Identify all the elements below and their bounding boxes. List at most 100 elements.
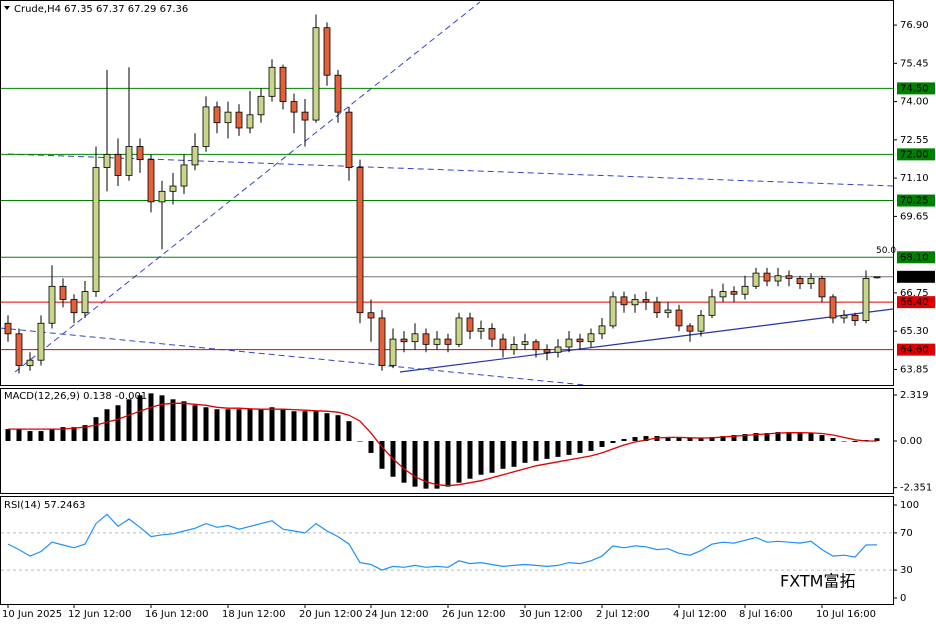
y-tick-label: 70 bbox=[900, 528, 913, 539]
level-label: 72.00 bbox=[900, 149, 929, 160]
candle-body bbox=[323, 27, 331, 76]
rsi-line bbox=[7, 513, 878, 571]
candle-body bbox=[213, 106, 221, 124]
trendline bbox=[0, 327, 586, 386]
y-tick-label: 0.00 bbox=[900, 436, 922, 447]
candle-body bbox=[554, 346, 562, 353]
candle-body bbox=[169, 185, 177, 192]
candle-body bbox=[796, 277, 804, 285]
macd-bar bbox=[456, 440, 462, 483]
y-tick-label: 65.30 bbox=[900, 326, 929, 337]
level-label-box bbox=[897, 270, 935, 283]
macd-bar bbox=[764, 433, 770, 441]
macd-bar bbox=[302, 411, 308, 441]
candle-body bbox=[631, 299, 639, 306]
macd-bar bbox=[544, 440, 550, 459]
trendlines bbox=[0, 1, 894, 386]
macd-bar bbox=[720, 436, 726, 441]
level-label: 67.36 bbox=[900, 272, 929, 283]
candle-body bbox=[125, 146, 133, 176]
level-label: 68.10 bbox=[900, 252, 929, 263]
candle-body bbox=[312, 27, 320, 121]
candle-body bbox=[246, 114, 254, 129]
candle-body bbox=[741, 285, 749, 295]
menu-arrow bbox=[4, 6, 10, 10]
candle-body bbox=[444, 338, 452, 345]
candle-body bbox=[367, 312, 375, 319]
candle-body bbox=[301, 111, 309, 121]
macd-bar bbox=[786, 432, 792, 441]
trendline bbox=[399, 308, 894, 373]
x-tick-label: 30 Jun 12:00 bbox=[519, 609, 583, 620]
macd-bar bbox=[214, 409, 220, 441]
candle-body bbox=[15, 333, 23, 366]
macd-bar bbox=[533, 440, 539, 461]
macd-bar bbox=[170, 399, 176, 441]
signal-line bbox=[8, 402, 877, 487]
macd-bar bbox=[38, 431, 44, 441]
candle-body bbox=[752, 272, 760, 287]
macd-bar bbox=[731, 435, 737, 441]
candle-body bbox=[400, 338, 408, 343]
candle-body bbox=[774, 275, 782, 282]
candle-body bbox=[422, 333, 430, 345]
candle-body bbox=[708, 296, 716, 316]
macd-bar bbox=[676, 437, 682, 441]
macd-bar bbox=[775, 432, 781, 441]
candle-body bbox=[609, 296, 617, 327]
macd-bar bbox=[478, 440, 484, 475]
candle-body bbox=[851, 314, 859, 322]
trendline bbox=[14, 1, 481, 373]
macd-bar bbox=[368, 440, 374, 453]
macd-bar bbox=[621, 439, 627, 441]
macd-bar bbox=[335, 415, 341, 441]
macd-bar bbox=[698, 438, 704, 441]
candle-body bbox=[763, 272, 771, 282]
macd-bar bbox=[599, 440, 605, 447]
level-label-box bbox=[897, 194, 935, 207]
macd-bar bbox=[71, 427, 77, 441]
candle-body bbox=[37, 322, 45, 361]
candle-body bbox=[433, 338, 441, 345]
candle-body bbox=[598, 325, 606, 335]
macd-bar bbox=[753, 433, 759, 441]
candle-body bbox=[81, 291, 89, 314]
macd-bar bbox=[588, 440, 594, 451]
candle-body bbox=[147, 159, 155, 203]
candle-body bbox=[455, 317, 463, 345]
candle-body bbox=[59, 285, 67, 300]
x-tick-label: 18 Jun 12:00 bbox=[222, 609, 286, 620]
level-label-box bbox=[897, 148, 935, 161]
candle-body bbox=[653, 301, 661, 314]
macd-title: MACD(12,26,9) 0.138 -0.001 bbox=[4, 391, 147, 402]
candle-body bbox=[862, 277, 870, 322]
level-label: 70.25 bbox=[900, 196, 929, 207]
macd-bar bbox=[610, 440, 616, 443]
candle-body bbox=[279, 66, 287, 102]
candle-body bbox=[4, 322, 12, 335]
level-label: 74.50 bbox=[900, 83, 929, 94]
macd-bar bbox=[489, 440, 495, 473]
main-panel bbox=[0, 0, 894, 386]
y-tick-label: 71.10 bbox=[900, 173, 929, 184]
macd-bar bbox=[742, 434, 748, 441]
macd-bar bbox=[665, 437, 671, 441]
candle-body bbox=[26, 359, 34, 366]
watermark: FXTM富拓 bbox=[780, 572, 855, 591]
candle-body bbox=[224, 111, 232, 124]
candle-body bbox=[334, 74, 342, 113]
macd-bar bbox=[313, 411, 319, 441]
candle-body bbox=[378, 317, 386, 366]
level-label-box bbox=[897, 343, 935, 356]
candle-body bbox=[730, 291, 738, 295]
macd-bar bbox=[808, 433, 814, 441]
y-tick-label: -2.351 bbox=[900, 483, 932, 494]
x-tick-label: 10 Jul 16:00 bbox=[816, 609, 876, 620]
macd-bar bbox=[203, 407, 209, 441]
candle-body bbox=[180, 164, 188, 187]
candle-body bbox=[466, 317, 474, 332]
macd-bar bbox=[346, 421, 352, 441]
macd-bar bbox=[566, 440, 572, 455]
macd-bar bbox=[797, 433, 803, 441]
candle-body bbox=[829, 296, 837, 319]
